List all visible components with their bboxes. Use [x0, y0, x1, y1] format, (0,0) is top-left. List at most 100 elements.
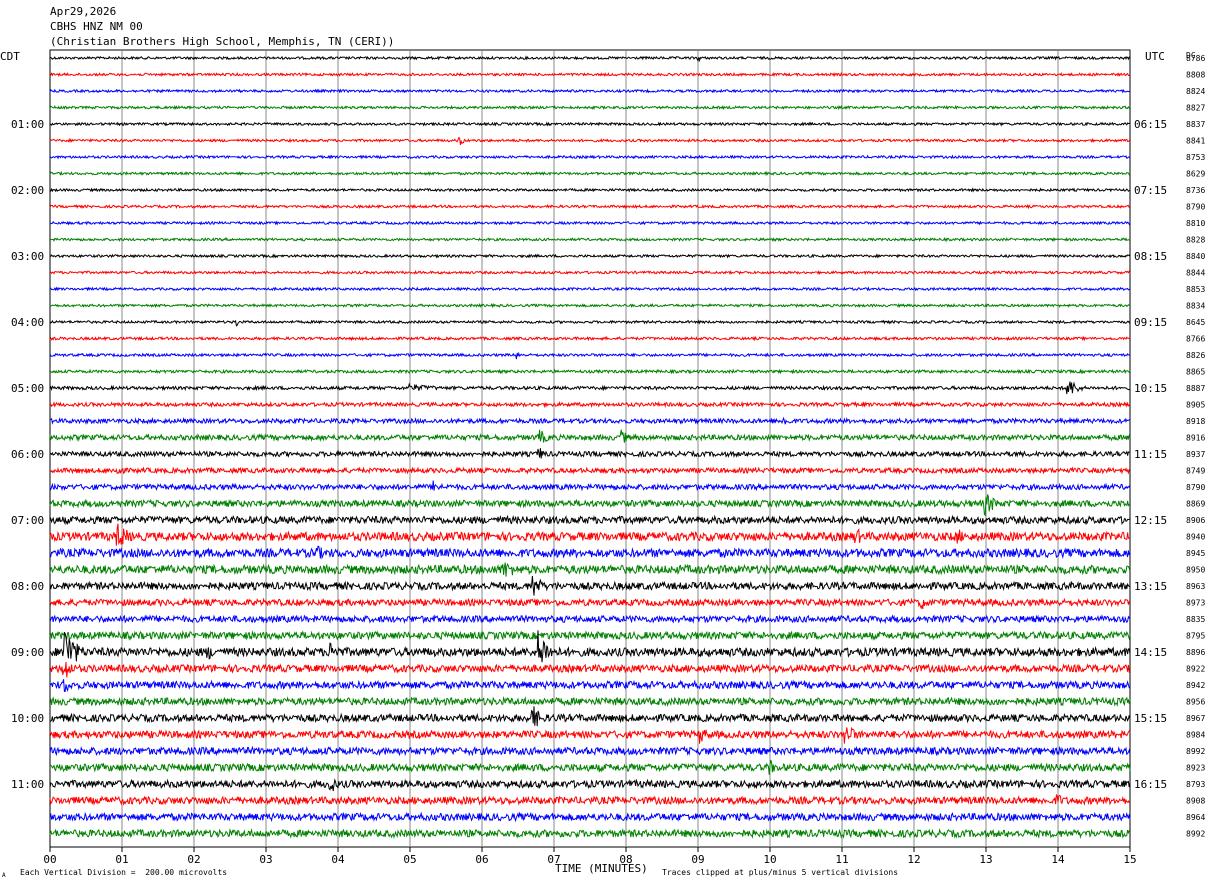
trace-46 — [49, 811, 1131, 823]
dc-offset-label: 8841 — [1186, 137, 1205, 146]
right-hour-label: 15:15 — [1134, 712, 1167, 725]
right-hour-label: 13:15 — [1134, 580, 1167, 593]
dc-offset-label: 8940 — [1186, 533, 1205, 542]
dc-offset-label: 8973 — [1186, 599, 1205, 608]
x-tick-label: 02 — [187, 853, 200, 866]
trace-44 — [49, 778, 1131, 792]
dc-offset-label: 8945 — [1186, 549, 1205, 558]
right-hour-label: 11:15 — [1134, 448, 1167, 461]
trace-12 — [50, 253, 1131, 259]
dc-offset-label: 8896 — [1186, 648, 1205, 657]
x-tick-label: 10 — [763, 853, 776, 866]
dc-offset-label: 8645 — [1186, 318, 1205, 327]
trace-25 — [49, 466, 1131, 475]
trace-2 — [49, 88, 1131, 94]
x-tick-label: 06 — [475, 853, 488, 866]
trace-39 — [49, 696, 1131, 707]
left-hour-label: 02:00 — [11, 184, 44, 197]
left-hour-label: 03:00 — [11, 250, 44, 263]
trace-37 — [49, 661, 1131, 678]
dc-offset-label: 8967 — [1186, 714, 1205, 723]
trace-31 — [49, 562, 1131, 577]
right-hour-label: 10:15 — [1134, 382, 1167, 395]
dc-offset-label: 8790 — [1186, 203, 1205, 212]
dc-offset-label: 8835 — [1186, 615, 1205, 624]
dc-offset-label: 8753 — [1186, 153, 1205, 162]
trace-7 — [49, 170, 1131, 177]
trace-40 — [49, 706, 1131, 727]
x-tick-label: 13 — [979, 853, 992, 866]
right-hour-label: 09:15 — [1134, 316, 1167, 329]
trace-18 — [49, 351, 1131, 360]
dc-offset-label: 8950 — [1186, 566, 1205, 575]
trace-32 — [49, 575, 1131, 596]
trace-24 — [49, 448, 1131, 459]
trace-16 — [49, 319, 1131, 327]
dc-offset-label: 8906 — [1186, 516, 1205, 525]
trace-1 — [49, 71, 1131, 78]
trace-19 — [49, 368, 1131, 375]
trace-5 — [49, 137, 1131, 146]
dc-offset-label: 8629 — [1186, 170, 1205, 179]
trace-20 — [49, 381, 1131, 395]
trace-34 — [49, 614, 1131, 625]
trace-45 — [49, 793, 1131, 806]
right-hour-label: 14:15 — [1134, 646, 1167, 659]
date-label: Apr29,2026 — [50, 5, 117, 18]
dc-header-label: DC — [1186, 51, 1196, 60]
dc-offset-label: 8837 — [1186, 120, 1205, 129]
trace-43 — [49, 759, 1131, 775]
dc-offset-label: 8844 — [1186, 269, 1205, 278]
plot-frame — [49, 49, 1131, 848]
dc-offset-label: 8790 — [1186, 483, 1205, 492]
trace-15 — [49, 302, 1131, 309]
trace-47 — [49, 828, 1131, 839]
right-hour-label: 06:15 — [1134, 118, 1167, 131]
dc-offset-label: 8984 — [1186, 731, 1205, 740]
dc-offset-label: 8808 — [1186, 71, 1205, 80]
x-tick-label: 14 — [1051, 853, 1065, 866]
trace-26 — [49, 480, 1131, 492]
x-tick-label: 05 — [403, 853, 416, 866]
left-hour-label: 01:00 — [11, 118, 44, 131]
dc-offset-label: 8942 — [1186, 681, 1205, 690]
x-tick-label: 00 — [43, 853, 56, 866]
right-hour-label: 16:15 — [1134, 778, 1167, 791]
dc-offset-label: 8923 — [1186, 764, 1205, 773]
trace-8 — [49, 187, 1131, 193]
x-tick-label: 01 — [115, 853, 128, 866]
corner-mark: A — [2, 872, 6, 879]
trace-30 — [49, 545, 1131, 560]
station-label: CBHS HNZ NM 00 — [50, 20, 143, 33]
trace-10 — [49, 220, 1131, 226]
dc-offset-label: 8964 — [1186, 813, 1205, 822]
trace-3 — [49, 104, 1131, 111]
dc-offset-label: 8736 — [1186, 186, 1205, 195]
dc-offset-label: 8908 — [1186, 797, 1205, 806]
x-tick-label: 04 — [331, 853, 345, 866]
dc-offset-label: 8956 — [1186, 698, 1205, 707]
trace-33 — [49, 597, 1131, 610]
left-hour-label: 09:00 — [11, 646, 44, 659]
dc-offset-label: 8793 — [1186, 780, 1205, 789]
right-hour-label: 08:15 — [1134, 250, 1167, 263]
left-hour-label: 07:00 — [11, 514, 44, 527]
trace-4 — [49, 121, 1131, 127]
dc-offset-label: 8992 — [1186, 830, 1205, 839]
clip-note: Traces clipped at plus/minus 5 vertical … — [662, 868, 899, 877]
dc-offset-label: 8828 — [1186, 236, 1205, 245]
dc-offset-label: 8795 — [1186, 632, 1205, 641]
trace-22 — [49, 416, 1131, 426]
dc-offset-label: 8905 — [1186, 401, 1205, 410]
right-timezone-label: UTC — [1145, 50, 1165, 63]
dc-offset-label: 8887 — [1186, 384, 1205, 393]
dc-offset-label: 8827 — [1186, 104, 1205, 113]
trace-17 — [49, 335, 1131, 342]
trace-41 — [49, 726, 1131, 744]
trace-6 — [49, 154, 1131, 160]
trace-21 — [49, 400, 1131, 409]
trace-29 — [49, 523, 1131, 546]
trace-11 — [49, 236, 1131, 243]
dc-offset-label: 8992 — [1186, 747, 1205, 756]
